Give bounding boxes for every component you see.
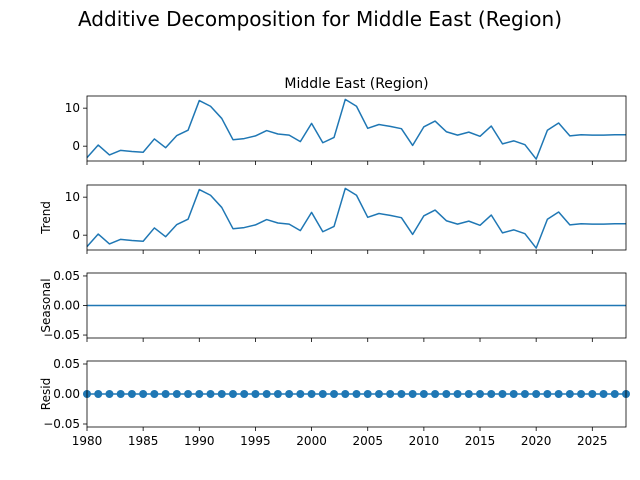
y-tick-label: 10 [65,190,80,204]
x-tick-label: 2025 [577,434,608,448]
resid-point [408,390,417,398]
resid-point [532,390,541,398]
y-tick-label: 0.00 [53,299,80,313]
resid-point [161,390,170,398]
x-tick-label: 2000 [296,434,327,448]
resid-point [520,390,529,398]
resid-point [172,390,181,398]
panels: Middle East (Region)010Trend010Seasonal−… [39,76,630,448]
series-line [86,98,626,160]
resid-point [195,390,204,398]
x-tick-label: 1990 [184,434,215,448]
resid-point [476,390,485,398]
x-tick-label: 1995 [240,434,271,448]
y-axis-label: Trend [39,201,53,235]
y-tick-label: 0.05 [53,357,80,371]
panel-trend: Trend 0 10 [39,184,627,254]
resid-point [150,390,159,398]
resid-point [397,390,406,398]
y-tick-label: 0.05 [53,269,80,283]
resid-point [386,390,395,398]
resid-point [588,390,597,398]
resid-point [610,390,619,398]
x-tick-label: 2005 [352,434,383,448]
resid-point [139,390,148,398]
resid-point [94,390,103,398]
y-axis-label: Seasonal [39,278,53,332]
resid-point [352,390,361,398]
resid-point [240,390,249,398]
series-line [86,187,626,249]
resid-point [419,390,428,398]
resid-point [498,390,507,398]
resid-point [431,390,440,398]
axes-frame [86,272,627,339]
x-tick-label: 1980 [72,434,103,448]
axes-frame [86,184,627,251]
y-tick-label: −0.05 [43,417,80,431]
resid-point [565,390,574,398]
resid-point [251,390,260,398]
y-tick-label: 0 [72,139,80,153]
resid-point [228,390,237,398]
resid-point [363,390,372,398]
resid-point [442,390,451,398]
panel-observed: Middle East (Region) 0 10 [65,76,627,165]
resid-point [543,390,552,398]
x-tick-label: 1985 [128,434,159,448]
resid-point [577,390,586,398]
resid-point [554,390,563,398]
resid-point [127,390,136,398]
panel-resid: Resid −0.05 0.00 0.05 1980 1985 1990 1995 2000 20… [39,357,630,448]
resid-point [318,390,327,398]
resid-point [105,390,114,398]
panel-title: Middle East (Region) [284,76,428,92]
resid-point [599,390,608,398]
resid-point [307,390,316,398]
y-axis-label: Resid [39,378,53,410]
resid-point [341,390,350,398]
panel-seasonal: Seasonal−0.05 0.00 0.05 [39,269,627,342]
resid-point [116,390,125,398]
axes-frame [86,95,627,162]
resid-point [464,390,473,398]
resid-point [285,390,294,398]
y-tick-label: 0 [72,228,80,242]
resid-point [453,390,462,398]
x-tick-label: 2015 [465,434,496,448]
resid-point [262,390,271,398]
resid-point [374,390,383,398]
figure-suptitle: Additive Decomposition for Middle East (… [78,7,562,31]
y-tick-label: 0.00 [53,387,80,401]
resid-point [273,390,282,398]
resid-point [206,390,215,398]
y-tick-label: 10 [65,101,80,115]
axes-frame [86,360,627,428]
resid-point [217,390,226,398]
x-tick-label: 2020 [521,434,552,448]
resid-point [296,390,305,398]
resid-point [330,390,339,398]
y-tick-label: −0.05 [43,328,80,342]
x-tick-label: 2010 [409,434,440,448]
resid-point [184,390,193,398]
resid-point [487,390,496,398]
resid-point [509,390,518,398]
